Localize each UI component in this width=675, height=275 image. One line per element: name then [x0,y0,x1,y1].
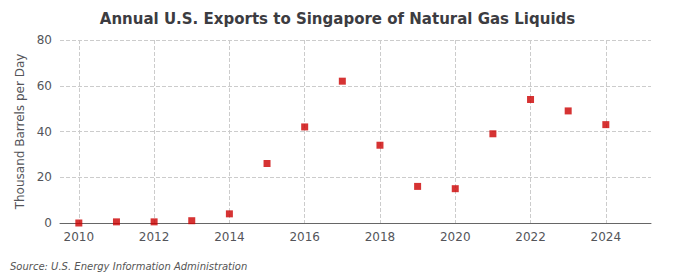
svg-text:2012: 2012 [139,230,170,244]
svg-text:Thousand Barrels per Day: Thousand Barrels per Day [13,54,27,211]
svg-text:2016: 2016 [289,230,320,244]
svg-text:20: 20 [37,170,52,184]
svg-text:2024: 2024 [591,230,622,244]
svg-text:80: 80 [37,33,52,47]
svg-text:2018: 2018 [365,230,396,244]
svg-text:0: 0 [44,216,52,230]
svg-text:Source: U.S. Energy Informatio: Source: U.S. Energy Information Administ… [10,261,247,272]
svg-text:2010: 2010 [64,230,95,244]
svg-text:Annual U.S. Exports to Singapo: Annual U.S. Exports to Singapore of Natu… [100,10,575,28]
svg-text:40: 40 [37,125,52,139]
svg-text:2020: 2020 [440,230,471,244]
svg-text:60: 60 [37,79,52,93]
svg-text:2022: 2022 [515,230,546,244]
svg-text:2014: 2014 [214,230,245,244]
